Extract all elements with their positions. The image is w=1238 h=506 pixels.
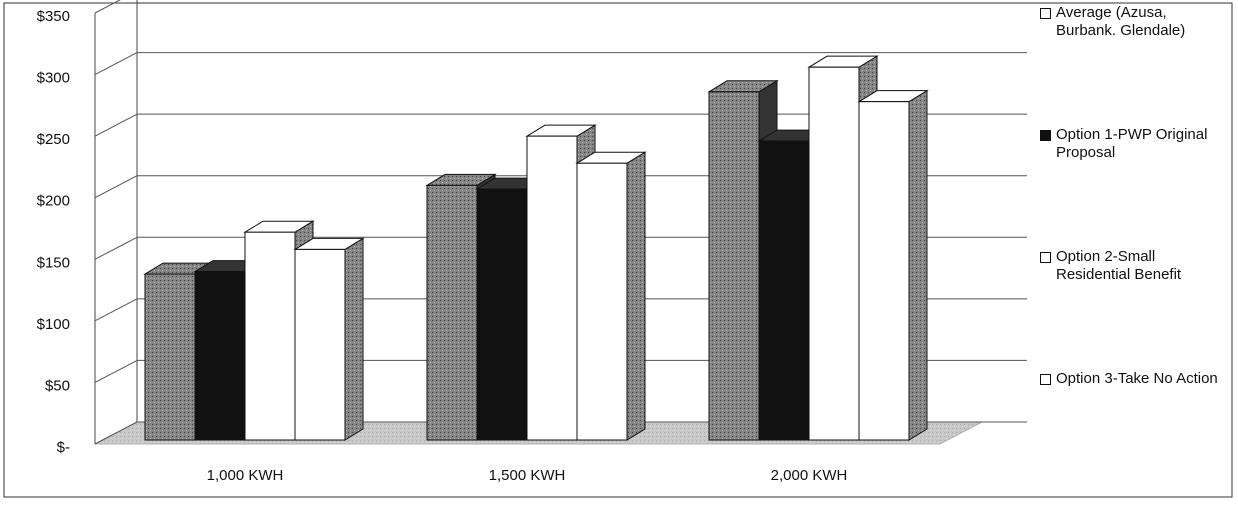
bar xyxy=(194,271,246,441)
grid-line-side xyxy=(94,359,138,383)
bar xyxy=(526,135,578,441)
legend-swatch xyxy=(1040,8,1051,19)
bar-side xyxy=(344,237,364,441)
chart-border xyxy=(3,2,1233,498)
legend-entry: Average (Azusa, Burbank. Glendale) xyxy=(1040,4,1230,40)
bar-side xyxy=(626,151,646,441)
y-tick-label: $350 xyxy=(37,8,70,25)
y-tick-label: $300 xyxy=(37,70,70,87)
y-tick-label: $- xyxy=(57,439,70,456)
bar-side xyxy=(908,89,928,441)
legend-entry: Option 2-Small Residential Benefit xyxy=(1040,248,1230,284)
bar xyxy=(708,91,760,441)
grid-line-side xyxy=(94,52,138,76)
x-tick-label: 2,000 KWH xyxy=(771,467,848,484)
legend-label: Option 1-PWP Original Proposal xyxy=(1056,126,1208,161)
legend-label: Average (Azusa, Burbank. Glendale) xyxy=(1056,4,1186,39)
grid-line-side xyxy=(94,175,138,199)
y-tick-label: $100 xyxy=(37,316,70,333)
grid-line-side xyxy=(94,421,138,445)
bar xyxy=(476,188,528,441)
bar xyxy=(758,140,810,441)
bar xyxy=(808,66,860,441)
grid-line-side xyxy=(94,0,121,14)
bar xyxy=(244,231,296,441)
y-tick-label: $50 xyxy=(45,377,70,394)
grid-line-side xyxy=(94,236,138,260)
bar xyxy=(426,184,478,441)
grid-line-side xyxy=(94,298,138,322)
bar xyxy=(858,101,910,441)
x-tick-label: 1,500 KWH xyxy=(489,467,566,484)
bar xyxy=(576,162,628,441)
legend-swatch xyxy=(1040,374,1051,385)
legend-swatch xyxy=(1040,130,1051,141)
legend-label: Option 2-Small Residential Benefit xyxy=(1056,248,1182,283)
legend-label: Option 3-Take No Action xyxy=(1056,370,1218,387)
x-tick-label: 1,000 KWH xyxy=(207,467,284,484)
bar xyxy=(294,248,346,441)
y-tick-label: $250 xyxy=(37,131,70,148)
y-tick-label: $150 xyxy=(37,254,70,271)
legend-entry: Option 3-Take No Action xyxy=(1040,370,1230,388)
grid-line-side xyxy=(94,113,138,137)
legend-swatch xyxy=(1040,252,1051,263)
y-tick-label: $200 xyxy=(37,193,70,210)
bar xyxy=(144,273,196,441)
legend-entry: Option 1-PWP Original Proposal xyxy=(1040,126,1230,162)
